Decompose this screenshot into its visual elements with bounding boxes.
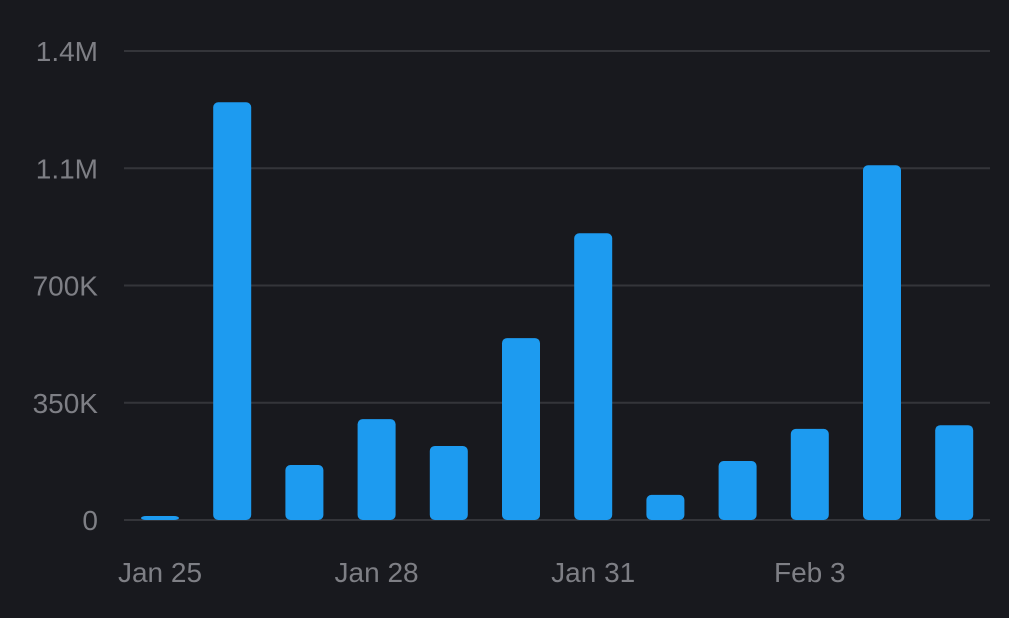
bar-feb-3 bbox=[790, 428, 829, 520]
bar-jan-27 bbox=[285, 465, 324, 520]
bar-feb-1 bbox=[646, 494, 685, 520]
bar-feb-5 bbox=[935, 425, 974, 520]
bar-jan-30 bbox=[502, 338, 540, 520]
x-tick-label: Jan 31 bbox=[551, 557, 635, 588]
bar-jan-26 bbox=[213, 102, 252, 520]
y-tick-label: 350K bbox=[33, 388, 99, 419]
bar-jan-31 bbox=[574, 233, 613, 521]
bar-jan-28 bbox=[357, 419, 396, 520]
bar-jan-29 bbox=[429, 445, 468, 520]
bar-feb-4 bbox=[863, 165, 901, 521]
y-tick-label: 0 bbox=[82, 505, 98, 536]
bar-jan-25 bbox=[141, 515, 179, 520]
bar-feb-2 bbox=[718, 461, 757, 520]
y-tick-label: 1.1M bbox=[36, 153, 98, 184]
x-tick-label: Feb 3 bbox=[774, 557, 846, 588]
y-tick-label: 1.4M bbox=[36, 36, 98, 67]
x-tick-label: Jan 28 bbox=[335, 557, 419, 588]
x-tick-label: Jan 25 bbox=[118, 557, 202, 588]
y-tick-label: 700K bbox=[33, 271, 99, 302]
